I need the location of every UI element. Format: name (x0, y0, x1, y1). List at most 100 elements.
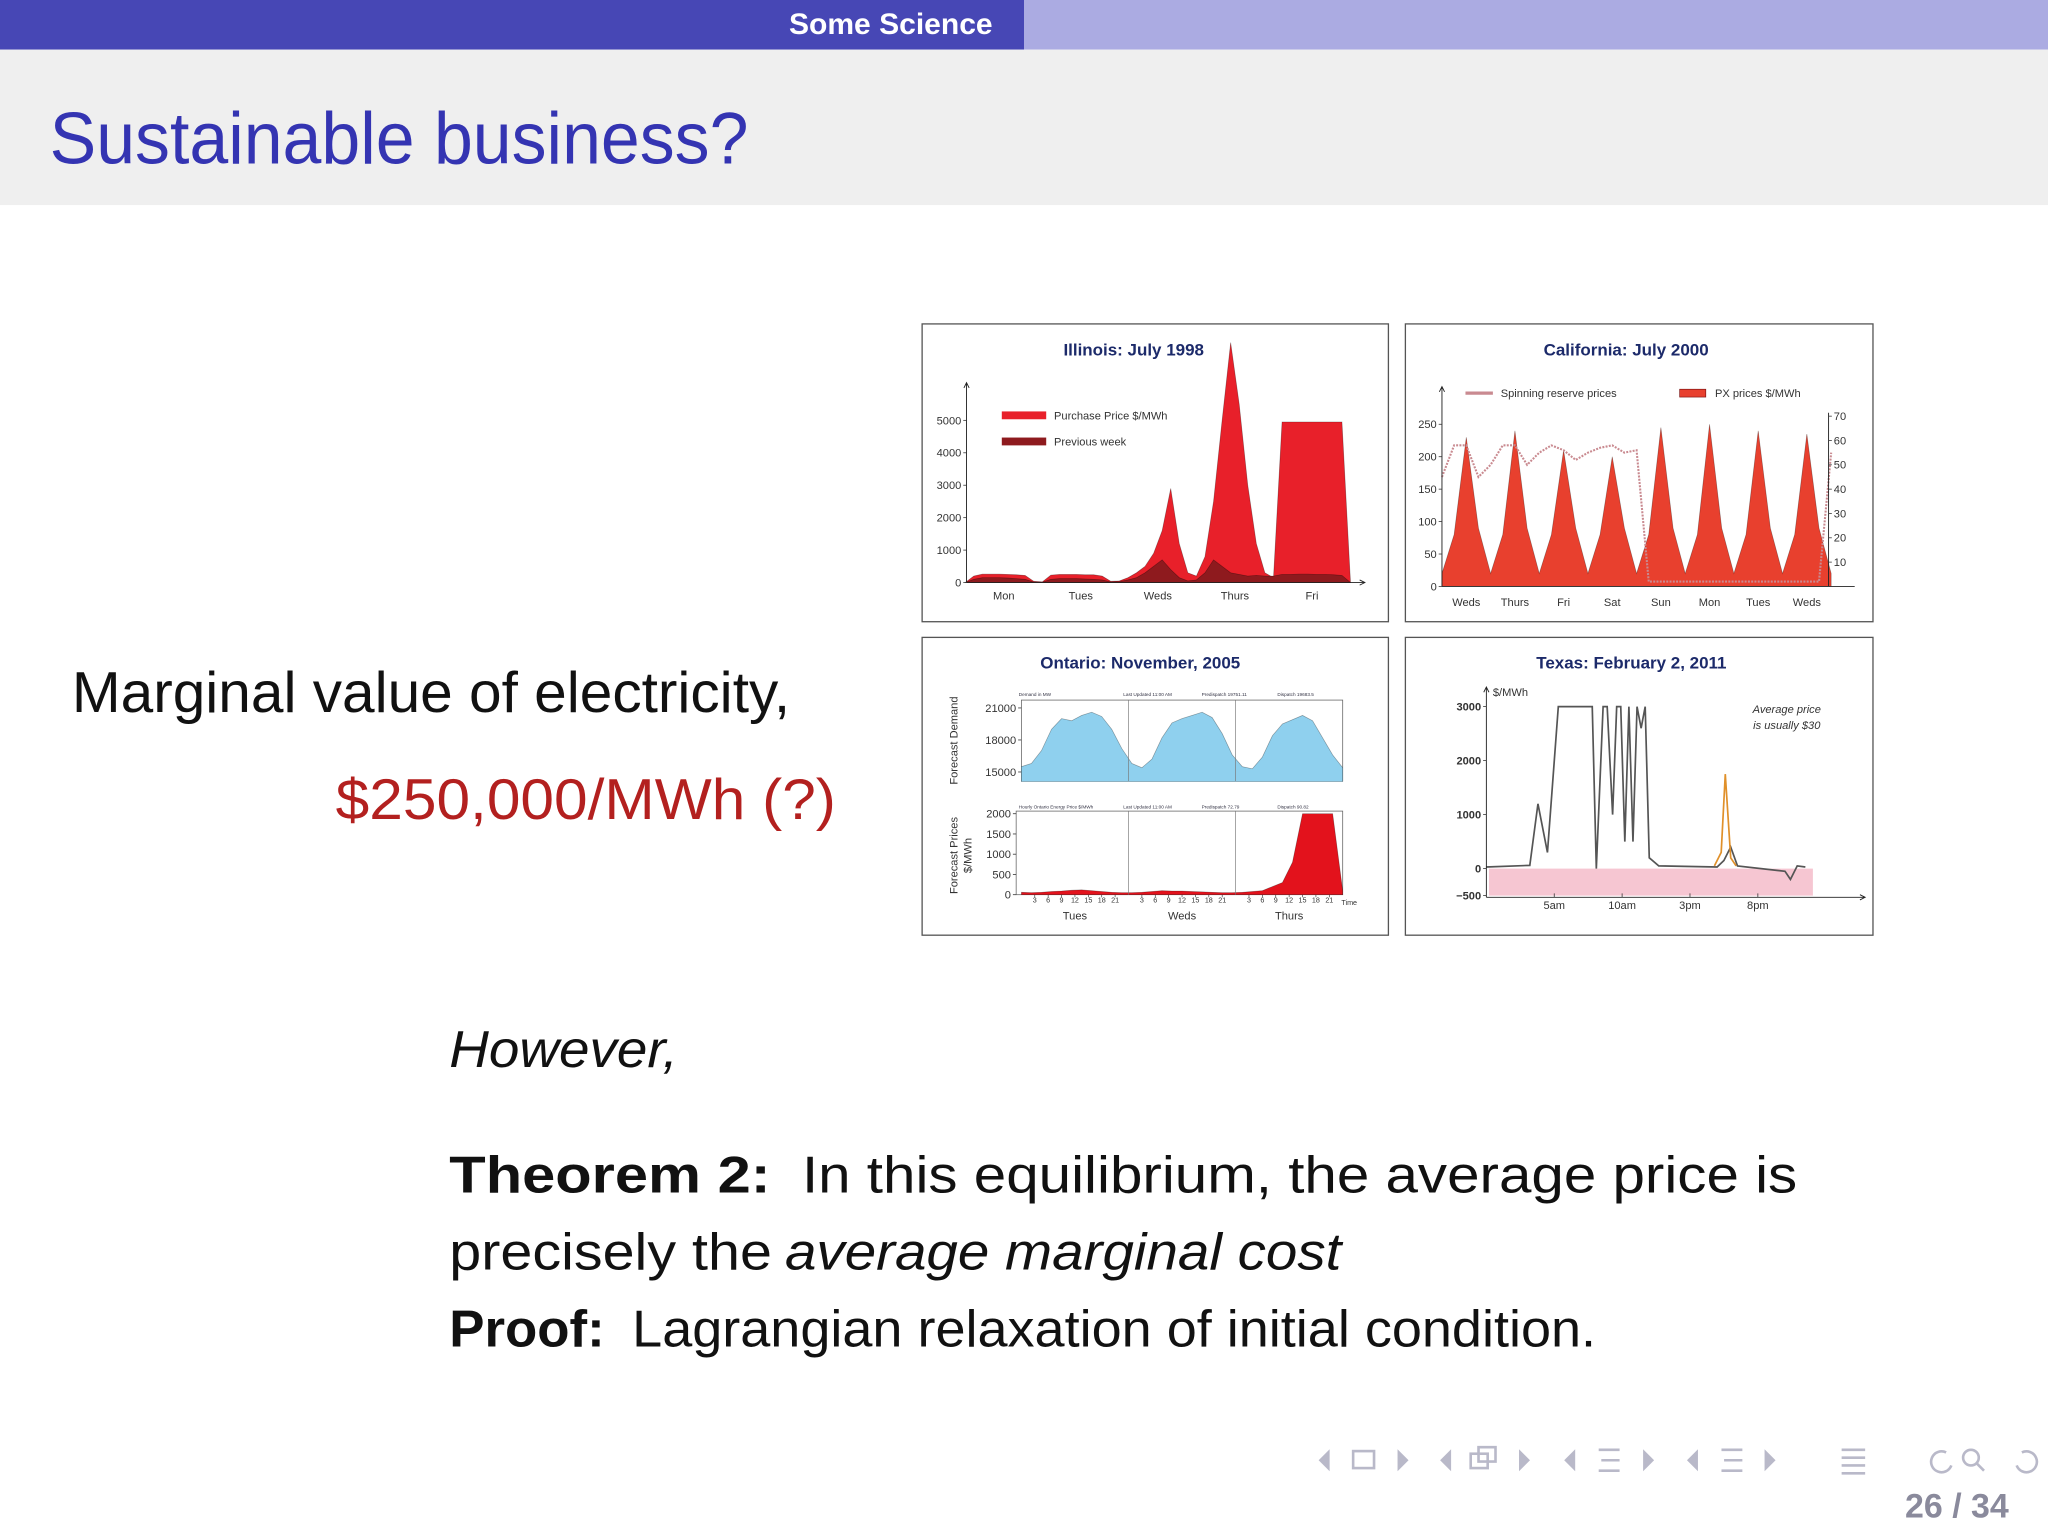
y-tick-label: 3000 (937, 480, 962, 492)
x-tick-label: 12 (1071, 897, 1079, 905)
y-tick-label: 0 (955, 577, 961, 589)
y-tick-label: 0 (1431, 581, 1437, 593)
y-tick-label: 10 (1834, 557, 1846, 569)
line (1440, 444, 1833, 583)
y-tick-label: 18000 (985, 735, 1016, 747)
navigation-icons[interactable] (1318, 1445, 2039, 1475)
nav-search[interactable] (1975, 1461, 1985, 1472)
legend-label: Spinning reserve prices (1501, 388, 1617, 400)
nav-back[interactable] (1929, 1450, 1953, 1474)
x-tick-label: 6 (1260, 897, 1264, 905)
nav-next[interactable] (1764, 1449, 1776, 1472)
y-tick-label: 3000 (1456, 702, 1481, 714)
nav-menu[interactable] (1841, 1448, 1866, 1475)
x-tick-label: 12 (1178, 897, 1186, 905)
legend-label: Previous week (1054, 436, 1127, 448)
axis (963, 381, 970, 583)
left-highlight: $250,000/MWh (?) (336, 768, 836, 832)
line (1486, 705, 1806, 882)
y-tick-label: 4000 (937, 448, 962, 460)
proof-label: Proof: (449, 1301, 604, 1359)
y-tick-label: 2000 (937, 513, 962, 525)
x-tick-label: 9 (1060, 897, 1064, 905)
x-tick-label: Weds (1168, 911, 1197, 923)
x-tick-label: Tues (1069, 591, 1094, 603)
panel-header: Predispatch 72.79 (1202, 804, 1240, 809)
y-tick-label: 60 (1834, 435, 1846, 447)
y-tick-label: 50 (1834, 460, 1846, 472)
x-tick-label: 9 (1274, 897, 1278, 905)
x-tick-label: Weds (1144, 591, 1173, 603)
y-axis-label: $/MWh (1493, 687, 1528, 699)
axis (1486, 894, 1867, 901)
nav-next[interactable] (1643, 1449, 1655, 1472)
chart-title: Texas: February 2, 2011 (1536, 654, 1726, 673)
nav-forward[interactable] (2015, 1450, 2039, 1474)
x-tick-label: Tues (1746, 597, 1771, 609)
nav-prev[interactable] (1318, 1449, 1330, 1472)
panel-header: Dispatch 19683.5 (1277, 692, 1314, 697)
y-tick-label: 15000 (985, 767, 1016, 779)
nav-next[interactable] (1519, 1449, 1531, 1472)
y-tick-label: 1000 (937, 545, 962, 557)
x-tick-label: 18 (1312, 897, 1320, 905)
y-axis-label: Forecast Prices (948, 817, 960, 895)
proof-text: Lagrangian relaxation of initial conditi… (632, 1301, 1596, 1359)
nav-document[interactable] (1721, 1448, 1743, 1472)
area (965, 559, 1352, 583)
nav-section[interactable] (1598, 1448, 1620, 1472)
title-band (0, 49, 2048, 206)
y-tick-label: 50 (1424, 549, 1436, 561)
theorem-text: precisely the (449, 1224, 772, 1282)
nav-prev[interactable] (1564, 1449, 1576, 1472)
x-tick-label: 5am (1543, 900, 1565, 912)
area (964, 342, 1351, 583)
nav-search[interactable] (1961, 1448, 1981, 1467)
nav-subsection[interactable] (1477, 1445, 1497, 1463)
x-tick-label: 6 (1153, 897, 1157, 905)
line (1713, 774, 1737, 867)
nav-next[interactable] (1397, 1449, 1409, 1472)
theorem-emphasis: average marginal cost (785, 1224, 1344, 1282)
legend-swatch (1001, 411, 1047, 420)
x-tick-label: 3 (1033, 897, 1037, 905)
y-tick-label: 500 (992, 869, 1011, 881)
x-tick-label: Sat (1604, 597, 1621, 609)
nav-prev[interactable] (1686, 1449, 1698, 1472)
section-name: Some Science (789, 8, 993, 41)
x-tick-label: 21 (1218, 897, 1226, 905)
x-tick-label: Mon (993, 591, 1015, 603)
y-tick-label: 0 (1475, 864, 1481, 876)
panel-header: Last Updated 11:00 AM (1123, 692, 1172, 697)
x-tick-label: 21 (1111, 897, 1119, 905)
x-tick-label: 3 (1140, 897, 1144, 905)
x-tick-label: 18 (1205, 897, 1213, 905)
x-tick-label: Weds (1793, 597, 1822, 609)
area (1441, 424, 1832, 587)
chart-title: Ontario: November, 2005 (1040, 654, 1240, 673)
slide-title: Sustainable business? (50, 98, 749, 179)
x-tick-label: Weds (1452, 597, 1481, 609)
x-tick-label: 21 (1325, 897, 1333, 905)
y-tick-label: 150 (1418, 484, 1437, 496)
y-tick-label: 30 (1834, 508, 1846, 520)
panel-header: Last Updated 11:00 AM (1123, 804, 1172, 809)
y-tick-label: 0 (1005, 890, 1011, 902)
left-text: Marginal value of electricity, (72, 661, 790, 725)
y-tick-label: 40 (1834, 484, 1846, 496)
x-tick-label: 15 (1084, 897, 1092, 905)
annotation: is usually $30 (1753, 720, 1821, 732)
legend-swatch (1679, 388, 1707, 398)
x-tick-label: Thurs (1221, 591, 1250, 603)
panel-header: Demand in MW (1019, 692, 1052, 697)
x-tick-label: 9 (1167, 897, 1171, 905)
x-tick-label: 15 (1191, 897, 1199, 905)
x-tick-label: 15 (1299, 897, 1307, 905)
x-tick-label: 18 (1098, 897, 1106, 905)
panel-header: Predispatch 19751.11 (1202, 692, 1248, 697)
area (1021, 711, 1344, 782)
nav-frame[interactable] (1351, 1449, 1376, 1470)
x-tick-label: Sun (1651, 597, 1671, 609)
nav-prev[interactable] (1440, 1449, 1452, 1472)
